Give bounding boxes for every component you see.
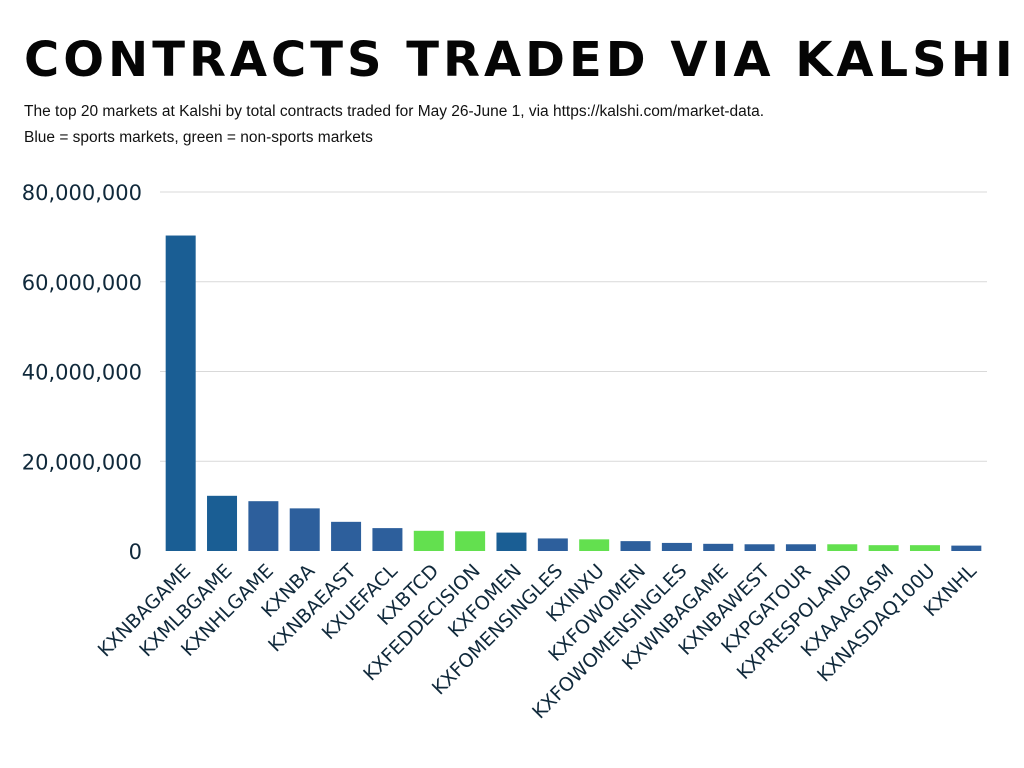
bar-kxuefacl (372, 528, 403, 551)
chart-subtitle: The top 20 markets at Kalshi by total co… (24, 99, 764, 151)
gridlines (160, 191, 987, 462)
bar-kxnbaeast (331, 521, 362, 551)
bar-kxmlbgame (207, 495, 238, 551)
bar-kxaaagasm (868, 545, 899, 551)
bar-kxnba (289, 508, 320, 551)
bar-kxnbagame (165, 235, 196, 551)
subtitle-line-1: The top 20 markets at Kalshi by total co… (24, 103, 765, 120)
bar-kxpgatour (785, 544, 816, 551)
x-axis-category-labels: KXNBAGAMEKXMLBGAMEKXNHLGAMEKXNBAKXNBAEAS… (94, 560, 981, 724)
bar-kxnhl (951, 545, 982, 551)
bar-kxnasdaq100u (909, 545, 940, 551)
y-tick-label: 0 (129, 540, 142, 564)
chart-title: Contracts traded via Kalshi (24, 32, 1017, 88)
bar-kxfowomensingles (661, 542, 692, 551)
y-tick-label: 20,000,000 (22, 450, 142, 474)
bar-kxbtcd (413, 530, 444, 551)
bar-kxfowomen (620, 541, 651, 551)
y-axis-tick-labels: 0 20,000,000 40,000,000 60,000,000 80,000,00… (22, 181, 142, 564)
bar-kxfomensingles (537, 538, 568, 551)
y-tick-label: 80,000,000 (22, 181, 142, 205)
bar-kxnbawest (744, 544, 775, 551)
subtitle-line-2: Blue = sports markets, green = non-sport… (24, 129, 373, 146)
y-tick-label: 60,000,000 (22, 271, 142, 295)
bar-kxinxu (579, 539, 610, 551)
y-tick-label: 40,000,000 (22, 361, 142, 385)
bar-kxprespoland (827, 544, 858, 551)
bar-kxfomen (496, 532, 527, 551)
bars (165, 235, 982, 551)
bar-kxwnbagame (703, 543, 734, 551)
bar-kxnhlgame (248, 501, 279, 551)
bar-kxfeddecision (455, 531, 486, 551)
